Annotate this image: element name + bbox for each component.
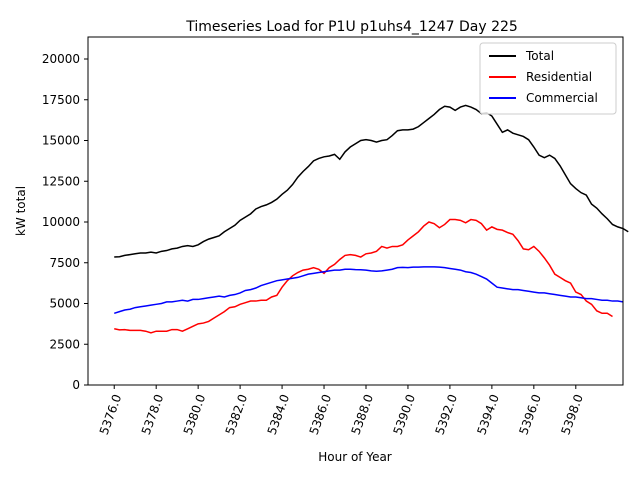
y-tick-label: 7500	[49, 256, 80, 270]
y-axis-label: kW total	[14, 186, 28, 236]
series-line-commercial	[114, 266, 624, 314]
y-tick-label: 10000	[42, 215, 80, 229]
y-tick-label: 5000	[49, 297, 80, 311]
legend: Total Residential Commercial	[479, 42, 617, 115]
y-tick-label: 17500	[42, 93, 80, 107]
plot-frame	[87, 36, 624, 386]
y-axis: 0 2500 5000 7500 10000 12500 15000 17500 20000	[42, 52, 88, 392]
legend-label-commercial: Commercial	[526, 91, 598, 105]
series-line-residential	[114, 218, 613, 334]
legend-label-residential: Residential	[526, 70, 592, 84]
y-tick-label: 20000	[42, 52, 80, 66]
y-tick-label: 15000	[42, 134, 80, 148]
y-tick-label: 12500	[42, 174, 80, 188]
plot-lines	[114, 104, 629, 334]
chart-title: Timeseries Load for P1U p1uhs4_1247 Day …	[185, 19, 518, 35]
y-tick-label: 2500	[49, 337, 80, 351]
legend-box	[479, 42, 617, 115]
x-axis-label: Hour of Year	[318, 450, 392, 464]
series-line-total	[114, 104, 629, 258]
y-tick-label: 0	[72, 378, 80, 392]
legend-label-total: Total	[525, 49, 554, 63]
